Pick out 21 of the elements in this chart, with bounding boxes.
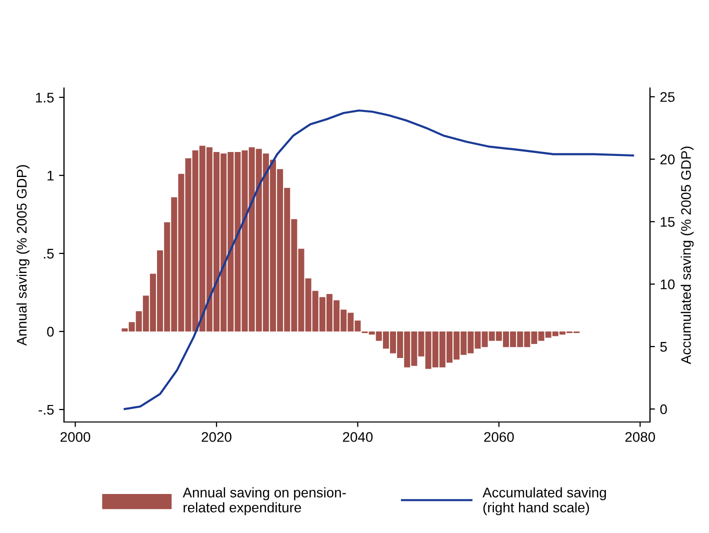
x-tick-label: 2040 bbox=[342, 432, 373, 442]
x-tick-label: 2060 bbox=[484, 432, 514, 442]
y2-tick-label: 0 bbox=[660, 404, 667, 414]
x-tick-label: 2080 bbox=[625, 432, 656, 442]
y2-tick-label: 10 bbox=[660, 279, 675, 290]
y-tick-label: 1 bbox=[48, 170, 54, 180]
y2-tick-label: 15 bbox=[660, 217, 675, 227]
y2-tick-label: 5 bbox=[660, 342, 667, 352]
y2-tick-label: 25 bbox=[660, 92, 675, 102]
legend-label: Annual saving on pension- related expenditure bbox=[182, 487, 346, 516]
y-tick-label: -.5 bbox=[38, 404, 54, 415]
x-tick-label: 2000 bbox=[60, 432, 90, 442]
line-series bbox=[124, 109, 634, 410]
y-tick-label: .5 bbox=[44, 248, 54, 259]
legend-label: Accumulated saving (right hand scale) bbox=[482, 487, 606, 516]
x-tick-label: 2020 bbox=[202, 432, 232, 442]
y2-axis-title: Accumulated saving (% 2005 GDP) bbox=[680, 146, 694, 364]
y-tick-label: 0 bbox=[47, 326, 54, 337]
y-axis-title: Annual saving (% 2005 GDP) bbox=[16, 165, 30, 346]
y2-tick-label: 20 bbox=[660, 154, 675, 164]
y-tick-label: 1.5 bbox=[36, 92, 54, 103]
